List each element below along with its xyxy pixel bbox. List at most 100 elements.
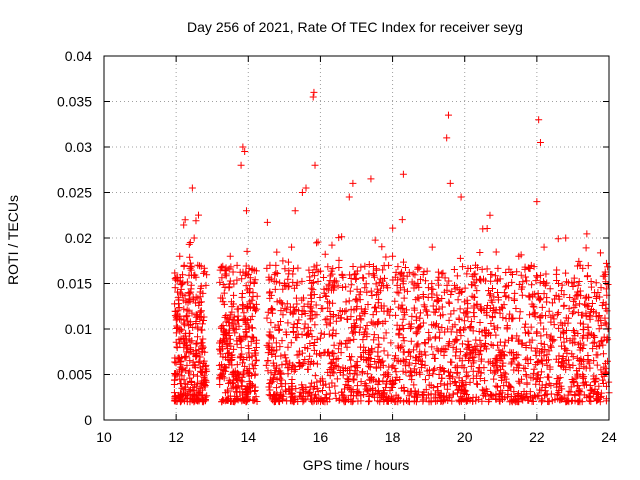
data-point (346, 352, 353, 360)
data-point (363, 288, 371, 296)
data-point (467, 264, 475, 272)
data-point (469, 327, 477, 335)
data-point (366, 363, 374, 371)
data-point (400, 325, 408, 333)
data-point (317, 351, 325, 359)
data-point (438, 345, 446, 353)
data-point (389, 252, 397, 260)
y-tick-label: 0 (84, 412, 92, 428)
data-point (554, 235, 562, 243)
data-point (587, 305, 595, 313)
data-point (506, 310, 514, 318)
data-point (242, 270, 250, 278)
data-point (562, 234, 570, 242)
data-point (469, 354, 477, 362)
data-point (249, 289, 257, 297)
data-point (416, 309, 424, 317)
data-point (477, 341, 485, 349)
data-point (483, 225, 491, 233)
data-point (334, 282, 342, 290)
data-point (597, 284, 605, 292)
data-point (466, 324, 474, 332)
data-point (282, 386, 290, 394)
data-point (430, 354, 438, 362)
data-point (201, 393, 209, 401)
data-point (428, 293, 436, 301)
data-point (325, 348, 333, 356)
data-point (384, 284, 392, 292)
data-point (470, 309, 478, 317)
data-point (586, 386, 594, 394)
data-point (407, 337, 415, 345)
data-point (372, 280, 380, 288)
data-point (220, 300, 228, 308)
data-point (400, 272, 408, 280)
data-point (560, 301, 568, 309)
x-tick-label: 16 (313, 429, 329, 445)
data-point (222, 318, 230, 326)
data-point (351, 328, 359, 336)
data-point (454, 296, 462, 304)
data-point (497, 387, 505, 395)
data-point (381, 274, 388, 282)
data-point (495, 346, 503, 354)
data-point (405, 361, 413, 369)
data-point (459, 263, 467, 271)
data-point (282, 328, 290, 336)
data-point (393, 321, 401, 329)
data-point (362, 280, 370, 288)
data-point (556, 374, 564, 382)
data-point (408, 312, 416, 320)
data-point (418, 391, 426, 399)
data-point (399, 334, 407, 342)
data-point (395, 326, 403, 334)
data-point (244, 322, 252, 330)
data-point (329, 326, 337, 334)
data-point (438, 303, 446, 311)
data-point (486, 358, 494, 366)
data-point (217, 294, 225, 302)
data-point (356, 323, 364, 331)
data-point (373, 291, 381, 299)
data-point (392, 391, 400, 399)
data-point (507, 268, 515, 276)
data-point (287, 390, 295, 398)
data-point (548, 336, 556, 344)
data-point (596, 293, 604, 301)
data-point (565, 305, 573, 313)
data-point (540, 243, 548, 251)
data-point (594, 288, 602, 296)
data-point (483, 265, 491, 273)
data-point (394, 263, 402, 271)
data-point (248, 324, 256, 332)
data-point (295, 347, 303, 355)
data-point (422, 351, 430, 359)
data-point (412, 356, 420, 364)
data-point (284, 319, 292, 327)
data-point (526, 265, 534, 273)
data-point (314, 238, 322, 246)
data-point (445, 298, 453, 306)
data-point (178, 384, 186, 392)
data-point (579, 264, 587, 272)
data-point (385, 261, 393, 269)
data-point (533, 272, 541, 280)
data-point (353, 285, 361, 293)
data-point (522, 342, 530, 350)
data-point (579, 326, 587, 334)
data-point (409, 270, 417, 278)
data-point (363, 387, 371, 395)
data-point (324, 263, 332, 271)
data-point (434, 388, 442, 396)
data-point (221, 330, 229, 338)
data-point (193, 372, 201, 380)
data-point (336, 395, 344, 403)
data-point (187, 348, 195, 356)
data-point (582, 301, 590, 309)
data-point (192, 320, 200, 328)
data-point (242, 328, 250, 336)
data-point (245, 345, 253, 353)
data-point (330, 341, 338, 349)
data-point (367, 175, 375, 183)
data-point (577, 360, 585, 368)
